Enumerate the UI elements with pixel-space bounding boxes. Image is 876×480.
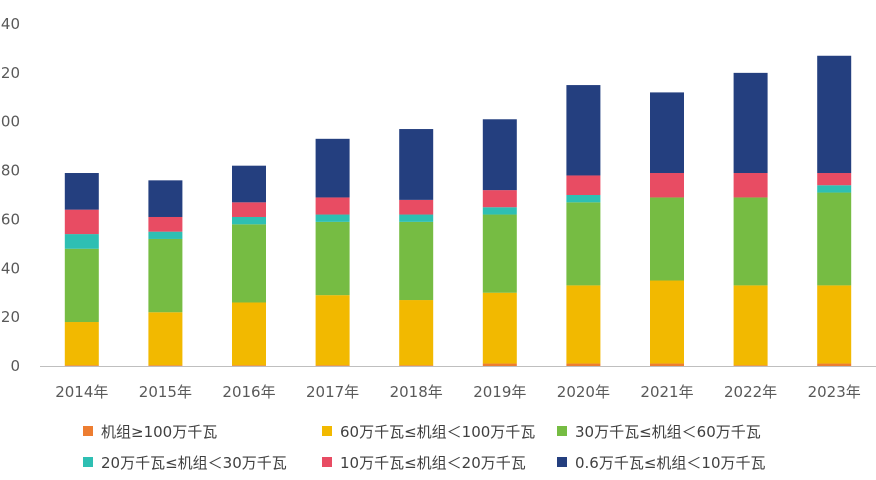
bar-segment <box>482 119 517 191</box>
x-tick-label: 2020年 <box>557 383 610 401</box>
legend-item: 20万千瓦≤机组＜30万千瓦 <box>83 451 287 473</box>
bar-segment <box>650 280 684 364</box>
x-tick-label: 2015年 <box>139 383 192 401</box>
bar-segment <box>148 216 183 232</box>
bar-segment <box>650 363 684 366</box>
y-tick-label: 120 <box>0 64 20 82</box>
bar-segment <box>817 55 852 174</box>
bar-segment <box>64 365 99 366</box>
bar-segment <box>817 285 852 364</box>
bar-segment <box>315 365 350 366</box>
bar-segment <box>64 209 99 235</box>
bar-segment <box>733 197 768 286</box>
bar-segment <box>482 214 517 293</box>
bar-segment <box>315 197 350 215</box>
legend-label: 机组≥100万千瓦 <box>101 422 218 441</box>
x-tick-label: 2023年 <box>808 383 861 401</box>
bar-segment <box>315 214 350 222</box>
legend-swatch <box>322 457 332 467</box>
bar-segment <box>650 197 684 281</box>
legend-item: 10万千瓦≤机组＜20万千瓦 <box>322 451 526 473</box>
legend-label: 10万千瓦≤机组＜20万千瓦 <box>340 453 526 472</box>
bar-segment <box>399 129 434 200</box>
bar-segment <box>64 173 99 210</box>
legend-label: 60万千瓦≤机组＜100万千瓦 <box>340 422 536 441</box>
bar-segment <box>232 165 266 203</box>
bar-segment <box>315 295 350 366</box>
x-tick-label: 2021年 <box>640 383 693 401</box>
y-tick-label: 100 <box>0 113 20 131</box>
legend-swatch <box>83 426 93 436</box>
bar-segment <box>482 190 517 208</box>
bar-segment <box>482 207 517 215</box>
y-tick-label: 0 <box>10 357 20 375</box>
bar-segment <box>566 175 601 195</box>
bar-segment <box>733 173 768 198</box>
bar-segment <box>482 292 517 364</box>
x-tick-label: 2019年 <box>473 383 526 401</box>
bar-segment <box>232 202 266 217</box>
bar-segment <box>315 138 350 198</box>
legend-swatch <box>557 426 567 436</box>
legend-item: 0.6万千瓦≤机组＜10万千瓦 <box>557 451 766 473</box>
x-tick-label: 2017年 <box>306 383 359 401</box>
bar-segment <box>650 173 684 198</box>
bar-segment <box>315 221 350 296</box>
bar-segment <box>64 322 99 366</box>
bar-segment <box>399 221 434 301</box>
bar-segment <box>64 234 99 249</box>
x-tick-label: 2014年 <box>55 383 108 401</box>
y-axis: 0 20 40 60 80 100 120 140 <box>0 15 20 375</box>
x-tick-label: 2018年 <box>390 383 443 401</box>
bar-segment <box>566 363 601 366</box>
bar-segment <box>148 231 183 239</box>
legend-label: 20万千瓦≤机组＜30万千瓦 <box>101 453 287 472</box>
legend-item: 机组≥100万千瓦 <box>83 420 217 442</box>
bar-segment <box>566 195 601 203</box>
bar-segment <box>733 285 768 366</box>
bar-segment <box>148 238 183 313</box>
bar-segment <box>733 365 768 366</box>
bar-segment <box>566 285 601 364</box>
y-tick-label: 140 <box>0 15 20 33</box>
bar-segment <box>148 180 183 217</box>
bar-segment <box>399 365 434 366</box>
legend-swatch <box>83 457 93 467</box>
y-tick-label: 80 <box>1 162 20 180</box>
bar-segment <box>148 365 183 366</box>
bar-segment <box>566 85 601 176</box>
bar-segment <box>817 363 852 366</box>
bar-segment <box>232 302 266 366</box>
bar-segment <box>232 224 266 303</box>
bar-segment <box>733 72 768 174</box>
y-tick-label: 40 <box>1 259 20 277</box>
bar-segment <box>817 185 852 193</box>
bar-segment <box>399 300 434 366</box>
bar-segment <box>232 365 266 366</box>
y-tick-label: 60 <box>1 210 20 228</box>
legend-swatch <box>322 426 332 436</box>
legend-item: 60万千瓦≤机组＜100万千瓦 <box>322 420 535 442</box>
y-tick-label: 20 <box>1 308 20 326</box>
bar-segment <box>482 363 517 366</box>
legend-swatch <box>557 457 567 467</box>
bars <box>64 55 852 366</box>
x-axis: 2014年 2015年 2016年 2017年 2018年 2019年 2020年 2021年… <box>55 383 861 401</box>
bar-segment <box>650 92 684 174</box>
legend-label: 30万千瓦≤机组＜60万千瓦 <box>575 422 761 441</box>
bar-segment <box>399 214 434 222</box>
bar-segment <box>232 216 266 225</box>
legend-label: 0.6万千瓦≤机组＜10万千瓦 <box>575 453 766 472</box>
bar-segment <box>817 173 852 186</box>
legend-item: 30万千瓦≤机组＜60万千瓦 <box>557 420 761 442</box>
x-tick-label: 2022年 <box>724 383 777 401</box>
bar-segment <box>148 312 183 366</box>
bar-segment <box>817 192 852 286</box>
bar-segment <box>566 202 601 286</box>
x-tick-label: 2016年 <box>222 383 275 401</box>
bar-segment <box>64 248 99 323</box>
bar-segment <box>399 199 434 215</box>
